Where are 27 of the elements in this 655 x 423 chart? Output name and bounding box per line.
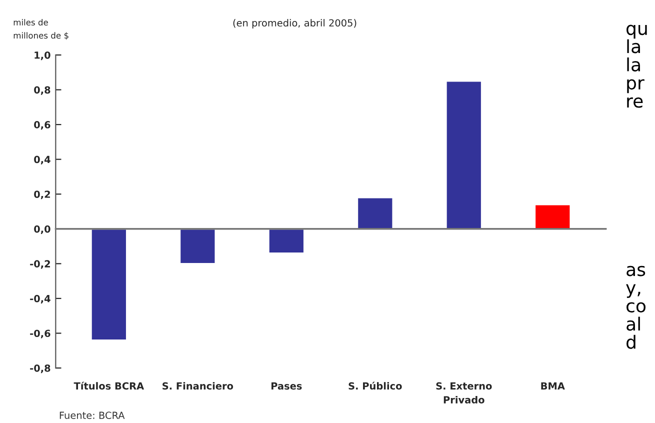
- y-tick-label: 0,8: [34, 86, 50, 95]
- y-tick-label: -0,6: [30, 330, 50, 338]
- y-axis-title: miles de millones de $: [14, 19, 68, 40]
- bar: [179, 228, 216, 264]
- x-tick-label: Títulos BCRA: [74, 382, 144, 390]
- x-tick-label: BMA: [541, 382, 565, 390]
- source-note: Fuente: BCRA: [60, 412, 125, 419]
- bar: [445, 80, 482, 230]
- x-tick-label: Pases: [272, 382, 302, 390]
- y-tick-label: -0,4: [30, 294, 50, 304]
- y-tick-label: 0,6: [34, 121, 50, 130]
- y-tick-label: 1,0: [34, 51, 50, 60]
- y-tick-label: -0,2: [30, 260, 50, 269]
- bar: [268, 228, 305, 254]
- bar: [534, 204, 572, 230]
- text: qu la la pr re: [626, 24, 647, 108]
- chart-subtitle: (en promedio, abril 2005): [233, 19, 356, 28]
- y-tick-label: 0,2: [34, 190, 50, 200]
- y-tick-label: 0,0: [34, 225, 50, 234]
- x-tick-label: S. Financiero: [162, 382, 234, 390]
- y-tick-label: 0,4: [34, 156, 50, 164]
- text: as y, co al d: [626, 266, 646, 349]
- x-tick-label: S. Externo Privado: [436, 382, 492, 404]
- x-tick-label: S. Público: [348, 382, 402, 390]
- bar: [356, 196, 394, 230]
- bar: [90, 228, 128, 341]
- y-tick-label: -0,8: [30, 364, 50, 374]
